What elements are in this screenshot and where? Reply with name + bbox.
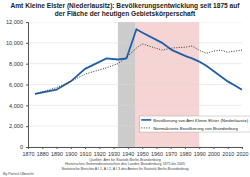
x-tick-mark xyxy=(171,147,172,149)
x-tick: 1980 xyxy=(179,147,191,157)
x-tick-mark xyxy=(42,147,43,149)
y-tick-mark xyxy=(26,126,28,127)
y-tick: 10,000 xyxy=(6,40,28,46)
legend-label: Bevölkerung von Amt Kleine Elster (Niede… xyxy=(153,118,248,123)
y-tick: 2,000 xyxy=(9,123,28,129)
y-tick-mark xyxy=(26,43,28,44)
x-tick-label: 1980 xyxy=(179,151,191,157)
x-tick-label: 1960 xyxy=(151,151,163,157)
x-tick-mark xyxy=(99,147,100,149)
grid-line xyxy=(28,105,242,106)
x-tick: 1870 xyxy=(23,147,35,157)
x-tick-mark xyxy=(114,147,115,149)
x-tick: 2000 xyxy=(208,147,220,157)
y-tick: 12,000 xyxy=(6,19,28,25)
x-tick-label: 1870 xyxy=(23,151,35,157)
x-tick-mark xyxy=(57,147,58,149)
x-tick: 1890 xyxy=(51,147,63,157)
y-tick-label: 8,000 xyxy=(9,61,23,67)
y-tick-mark xyxy=(26,147,28,148)
x-tick-mark xyxy=(142,147,143,149)
x-tick-label: 2020 xyxy=(237,151,249,157)
x-axis: 1870188018901900191019201930194019501960… xyxy=(23,147,249,157)
x-axis-line xyxy=(29,148,243,150)
x-tick-label: 1880 xyxy=(37,151,49,157)
y-tick-mark xyxy=(26,85,28,86)
x-tick-mark xyxy=(71,147,72,149)
x-tick-mark xyxy=(213,147,214,149)
x-tick: 1990 xyxy=(194,147,206,157)
y-tick-mark xyxy=(26,64,28,65)
x-tick: 1970 xyxy=(165,147,177,157)
x-tick-label: 1930 xyxy=(108,151,120,157)
x-tick-label: 1910 xyxy=(80,151,92,157)
y-tick: 0 xyxy=(20,144,28,150)
legend: Bevölkerung von Amt Kleine Elster (Niede… xyxy=(140,116,250,132)
x-tick-label: 1920 xyxy=(94,151,106,157)
x-tick-mark xyxy=(128,147,129,149)
x-tick-label: 2000 xyxy=(208,151,220,157)
title: Amt Kleine Elster (Niederlausitz): Bevöl… xyxy=(10,2,240,18)
y-tick-label: 0 xyxy=(20,144,23,150)
x-tick: 1960 xyxy=(151,147,163,157)
x-tick-label: 1990 xyxy=(194,151,206,157)
x-tick: 1910 xyxy=(80,147,92,157)
y-tick-label: 2,000 xyxy=(9,123,23,129)
y-tick: 4,000 xyxy=(9,103,28,109)
x-tick: 1930 xyxy=(108,147,120,157)
x-tick: 2020 xyxy=(237,147,249,157)
series-line xyxy=(35,29,242,94)
source-note: Statistische Berichte A I 1, A I 2, A I … xyxy=(61,167,188,171)
y-tick-label: 12,000 xyxy=(6,19,23,25)
x-tick-label: 1900 xyxy=(65,151,77,157)
x-tick: 1900 xyxy=(65,147,77,157)
x-tick: 1920 xyxy=(94,147,106,157)
grid-line xyxy=(28,84,242,85)
y-axis-line xyxy=(26,23,29,148)
x-tick: 2010 xyxy=(222,147,234,157)
x-tick: 1880 xyxy=(37,147,49,157)
y-tick-mark xyxy=(26,22,28,23)
marks xyxy=(28,22,242,147)
x-tick: 1940 xyxy=(122,147,134,157)
x-tick-mark xyxy=(228,147,229,149)
x-tick-mark xyxy=(85,147,86,149)
y-tick-label: 10,000 xyxy=(6,40,23,46)
x-tick-mark xyxy=(28,147,29,149)
chart: Amt Kleine Elster (Niederlausitz): Bevöl… xyxy=(0,0,250,177)
y-tick-mark xyxy=(26,105,28,106)
legend-swatch xyxy=(141,127,151,128)
x-tick-label: 1950 xyxy=(137,151,149,157)
x-tick-label: 2010 xyxy=(222,151,234,157)
x-tick-label: 1890 xyxy=(51,151,63,157)
x-tick-mark xyxy=(242,147,243,149)
legend-swatch xyxy=(141,119,151,121)
grid-line xyxy=(28,147,242,148)
grid-line xyxy=(28,22,242,23)
source-note: Historisches Gemeindeverzeichnis des Lan… xyxy=(65,162,185,166)
x-tick-mark xyxy=(185,147,186,149)
y-tick: 6,000 xyxy=(9,82,28,88)
y-axis: 0 2,000 4,000 6,000 8,000 10,000 12,000 xyxy=(6,19,29,150)
x-tick-label: 1940 xyxy=(122,151,134,157)
y-tick: 8,000 xyxy=(9,61,28,67)
x-tick: 1950 xyxy=(137,147,149,157)
source-note: Quellen: Amt für Statistik Berlin-Brande… xyxy=(89,158,161,162)
grid-line xyxy=(28,42,242,43)
grid-line xyxy=(28,63,242,64)
x-tick-mark xyxy=(156,147,157,149)
y-tick-label: 4,000 xyxy=(9,103,23,109)
x-tick-label: 1970 xyxy=(165,151,177,157)
author: By Patrick Ulbrecht xyxy=(3,172,34,176)
y-tick-label: 6,000 xyxy=(9,82,23,88)
series-line xyxy=(35,44,242,94)
x-tick-mark xyxy=(199,147,200,149)
legend-label: Normalisierte Bevölkerung von Brandenbur… xyxy=(153,126,238,131)
plot: 0 2,000 4,000 6,000 8,000 10,000 12,000 1870188… xyxy=(6,19,250,157)
legend-box xyxy=(140,116,250,132)
